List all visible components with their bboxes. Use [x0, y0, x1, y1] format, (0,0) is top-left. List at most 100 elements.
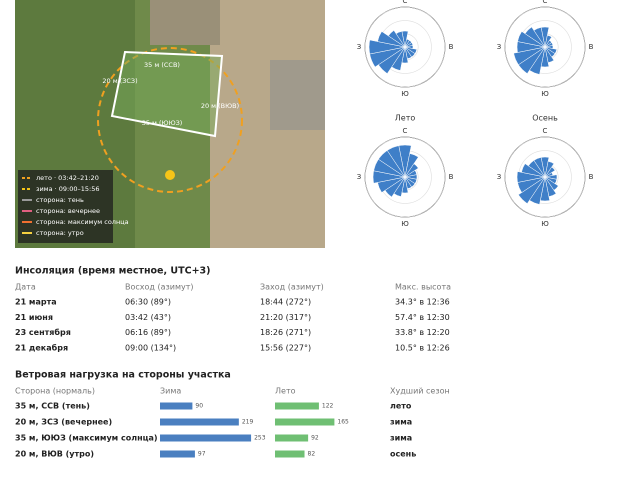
compass-w: З — [357, 173, 362, 181]
load-bar — [275, 402, 319, 410]
compass-n: С — [543, 127, 548, 135]
table-cell: 21 марта — [15, 298, 57, 307]
table-cell: 10.5° в 12:26 — [395, 343, 450, 352]
table-header: Лето — [275, 387, 296, 396]
table-cell: 21:20 (317°) — [260, 313, 311, 322]
table-cell: 15:56 (227°) — [260, 343, 311, 352]
table-cell: 57.4° в 12:30 — [395, 313, 450, 322]
table-cell: зима — [390, 434, 412, 443]
rose-bar — [518, 176, 546, 204]
table-cell: зима — [390, 418, 412, 427]
legend-label: сторона: утро — [36, 229, 84, 237]
table-title: Ветровая нагрузка на стороны участка — [15, 370, 231, 381]
load-bar — [275, 434, 309, 442]
rose-title: Осень — [532, 114, 558, 123]
load-bar — [160, 450, 195, 458]
table-cell: лето — [390, 402, 412, 411]
table-cell: 35 м, ЮЮЗ (максимум солнца) — [15, 434, 158, 443]
rose-bar — [377, 31, 406, 48]
compass-e: В — [449, 43, 454, 51]
table-cell: 06:30 (89°) — [125, 298, 171, 307]
bar-label: 219 — [242, 419, 254, 426]
table-cell: 33.8° в 12:20 — [395, 328, 450, 337]
bar-label: 97 — [198, 451, 206, 458]
compass-e: В — [449, 173, 454, 181]
table-header: Зима — [160, 387, 181, 396]
rose-bar — [533, 157, 546, 178]
rose-bar — [524, 26, 546, 48]
table-cell: 21 июня — [15, 313, 53, 322]
rose-bar — [388, 30, 406, 48]
sun — [165, 170, 175, 180]
table-cell: 23 сентября — [15, 327, 71, 337]
rose-bar — [513, 46, 546, 66]
compass-w: З — [497, 43, 502, 51]
side-label: 35 м (ЮЮЗ) — [142, 119, 183, 127]
rose-ring — [364, 136, 446, 218]
rose-bar — [517, 31, 546, 48]
legend-label: сторона: максимум солнца — [36, 218, 129, 226]
load-bar — [275, 450, 305, 458]
table-header: Макс. высота — [395, 283, 451, 292]
rose-bar — [516, 171, 546, 183]
bar-label: 82 — [308, 451, 316, 458]
sun-path — [97, 47, 243, 193]
rose-ring — [504, 6, 586, 88]
table-cell: осень — [390, 450, 416, 459]
table-cell: 34.3° в 12:36 — [395, 298, 450, 307]
compass-s: Ю — [541, 90, 549, 98]
bar-label: 253 — [254, 435, 266, 442]
table-title: Инсоляция (время местное, UTC+3) — [15, 266, 210, 277]
rose-bar — [521, 163, 546, 178]
table-cell: 09:00 (134°) — [125, 343, 176, 352]
table-cell: 18:26 (271°) — [260, 328, 311, 337]
bar-label: 90 — [195, 403, 203, 410]
building — [270, 60, 325, 130]
bar-label: 165 — [337, 419, 349, 426]
rose-title: Лето — [395, 114, 416, 123]
table-cell: 20 м, ЗСЗ (вечернее) — [15, 418, 112, 427]
table-header: Заход (азимут) — [260, 283, 324, 292]
rose-bar — [533, 27, 546, 48]
compass-n: С — [543, 0, 548, 5]
table-cell: 35 м, ССВ (тень) — [15, 402, 90, 411]
side-label: 20 м (ЗСЗ) — [102, 77, 137, 85]
rose-bar — [544, 166, 556, 178]
compass-e: В — [589, 43, 594, 51]
compass-n: С — [403, 0, 408, 5]
load-bar — [160, 434, 252, 442]
rose-bar — [404, 163, 419, 178]
table-cell: 06:16 (89°) — [125, 328, 171, 337]
load-bar — [160, 402, 193, 410]
plot — [110, 50, 224, 138]
table-cell: 03:42 (43°) — [125, 313, 171, 322]
bar-label: 92 — [311, 435, 319, 442]
bar-label: 122 — [322, 403, 334, 410]
legend-label: сторона: вечернее — [36, 207, 100, 215]
compass-w: З — [497, 173, 502, 181]
rose-ring — [364, 6, 446, 88]
table-header: Восход (азимут) — [125, 283, 194, 292]
legend-box — [18, 170, 113, 243]
compass-s: Ю — [401, 90, 409, 98]
rose-bar — [404, 153, 419, 178]
compass-s: Ю — [401, 220, 409, 228]
legend-label: сторона: тень — [36, 196, 84, 204]
rose-ring — [504, 136, 586, 218]
table-header: Дата — [15, 283, 36, 292]
legend-label: зима · 09:00–15:56 — [36, 185, 99, 193]
table-header: Сторона (нормаль) — [15, 387, 95, 396]
compass-s: Ю — [541, 220, 549, 228]
rose-bar — [395, 31, 406, 48]
load-bar — [275, 418, 335, 426]
table-header: Худший сезон — [390, 387, 450, 396]
rose-bar — [544, 161, 555, 178]
compass-e: В — [589, 173, 594, 181]
table-cell: 21 декабря — [15, 342, 68, 352]
side-label: 35 м (ССВ) — [144, 61, 180, 69]
table-cell: 20 м, ВЮВ (утро) — [15, 450, 94, 459]
compass-n: С — [403, 127, 408, 135]
table-cell: 18:44 (272°) — [260, 298, 311, 307]
building — [150, 0, 220, 45]
load-bar — [160, 418, 239, 426]
